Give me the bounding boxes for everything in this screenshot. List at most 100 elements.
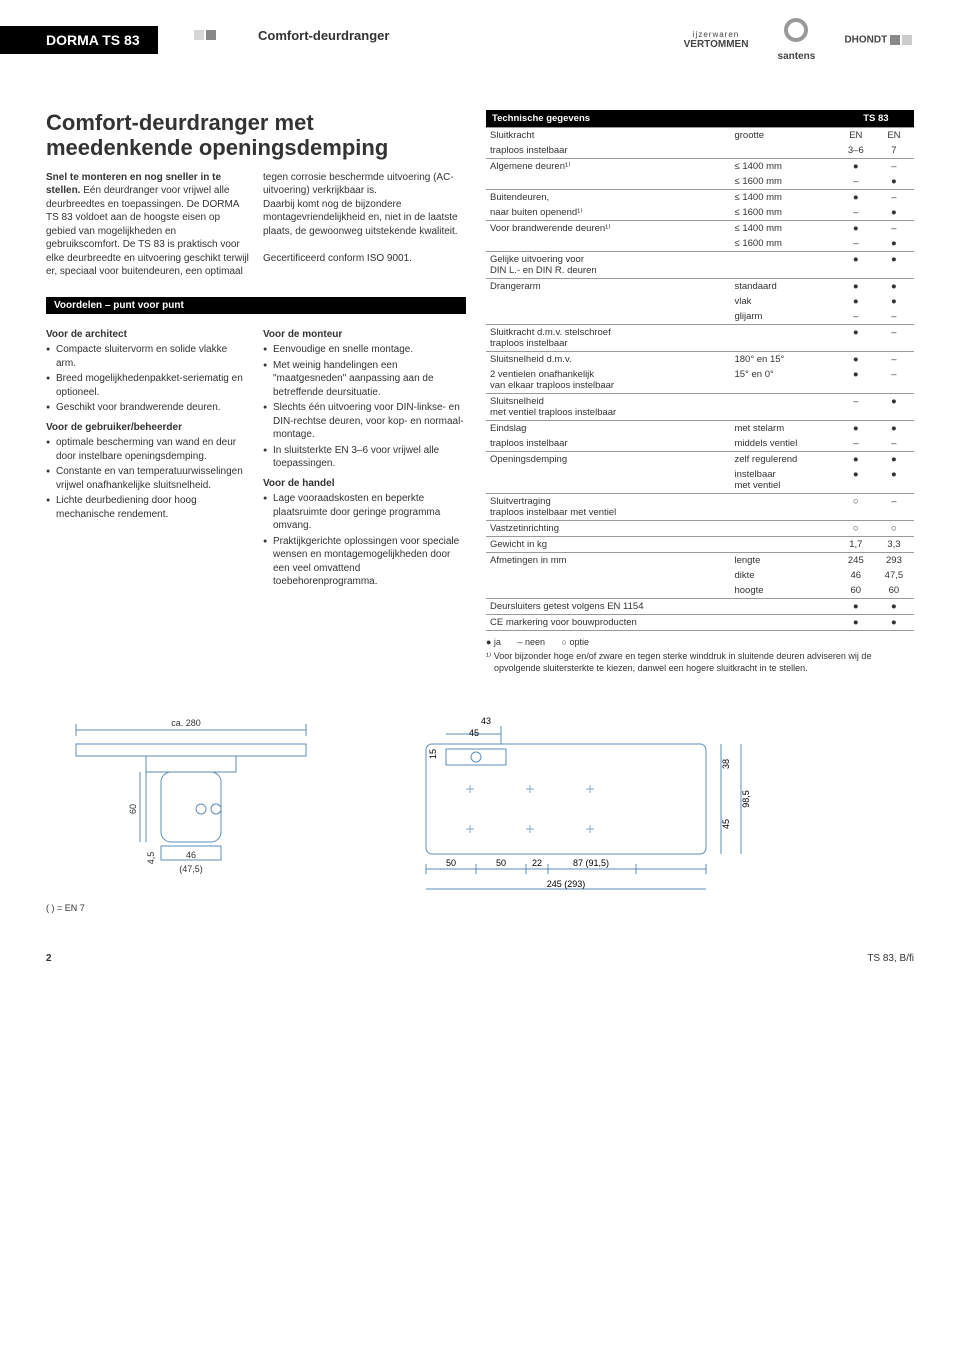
cell xyxy=(730,394,837,421)
table-row: ≤ 1600 mm–● xyxy=(486,174,914,190)
cell: – xyxy=(874,325,914,352)
decor-square-2 xyxy=(206,30,216,40)
cell: lengte xyxy=(730,553,837,569)
list-item: Praktijkgerichte oplossingen voor specia… xyxy=(263,535,466,589)
table-row: Deursluiters getest volgens EN 1154●● xyxy=(486,599,914,615)
cell: ● xyxy=(874,394,914,421)
cell: middels ventiel xyxy=(730,436,837,452)
cell: Deursluiters getest volgens EN 1154 xyxy=(486,599,730,615)
cell: 47,5 xyxy=(874,568,914,583)
cell: traploos instelbaar xyxy=(486,436,730,452)
list-item: Compacte sluitervorm en solide vlakke ar… xyxy=(46,343,249,370)
legend-optie: ○ optie xyxy=(562,637,589,647)
cell: 245 xyxy=(838,553,874,569)
logo-santens: santens xyxy=(776,18,816,62)
cell: 180° en 15° xyxy=(730,352,837,368)
intro-left-text: Snel te monteren en nog sneller in te st… xyxy=(46,172,249,278)
cell: – xyxy=(874,436,914,452)
cell: ● xyxy=(838,421,874,437)
right-column: Technische gegevens TS 83 Sluitkracht gr… xyxy=(486,110,914,674)
legend: ● ja – neen ○ optie xyxy=(486,637,914,647)
cell: Afmetingen in mm xyxy=(486,553,730,569)
th-ts83: TS 83 xyxy=(838,110,914,128)
footnote: ¹⁾ Voor bijzonder hoge en/of zware en te… xyxy=(486,651,914,674)
cell: ● xyxy=(874,279,914,295)
list-item: optimale bescherming van wand en deur do… xyxy=(46,436,249,463)
cell: Drangerarm xyxy=(486,279,730,295)
cell: ○ xyxy=(838,521,874,537)
cell: vlak xyxy=(730,294,837,309)
cell: – xyxy=(874,352,914,368)
table-row: Algemene deuren¹⁾≤ 1400 mm●– xyxy=(486,159,914,175)
cell xyxy=(486,236,730,252)
cell: ● xyxy=(874,467,914,494)
cell: traploos instelbaar xyxy=(486,143,730,159)
cell: naar buiten openend¹⁾ xyxy=(486,205,730,221)
gebruiker-list: optimale bescherming van wand en deur do… xyxy=(46,436,249,521)
decor-square-1 xyxy=(194,30,204,40)
cell: ≤ 1400 mm xyxy=(730,159,837,175)
dim-985: 98,5 xyxy=(741,791,751,809)
table-row: ≤ 1600 mm–● xyxy=(486,236,914,252)
list-item: Lichte deurbediening door hoog mechanisc… xyxy=(46,494,249,521)
logo-dhondt: DHONDT xyxy=(844,33,920,47)
monteur-heading: Voor de monteur xyxy=(263,328,466,342)
cell: ● xyxy=(838,615,874,631)
cell: ≤ 1400 mm xyxy=(730,221,837,237)
left-column: Comfort-deurdranger met meedenkende open… xyxy=(46,110,466,674)
legend-neen: – neen xyxy=(517,637,545,647)
logo-vertommen: ijzerwaren VERTOMMEN xyxy=(684,30,749,50)
cell: – xyxy=(838,236,874,252)
cell: Algemene deuren¹⁾ xyxy=(486,159,730,175)
table-row: Gelijke uitvoering voor DIN L.- en DIN R… xyxy=(486,252,914,279)
cell: EN xyxy=(874,128,914,144)
cell: CE markering voor bouwproducten xyxy=(486,615,730,631)
cell: ● xyxy=(874,452,914,468)
page-number: 2 xyxy=(46,953,52,964)
cell: – xyxy=(874,221,914,237)
list-item: In sluitsterkte EN 3–6 voor vrijwel alle… xyxy=(263,444,466,471)
table-row: dikte4647,5 xyxy=(486,568,914,583)
table-row: CE markering voor bouwproducten ●● xyxy=(486,615,914,631)
diagram-right: 43 45 15 38 45 98,5 50 50 22 87 (91,5) 2… xyxy=(386,714,766,913)
cell xyxy=(486,174,730,190)
cell: – xyxy=(838,436,874,452)
cell: 7 xyxy=(874,143,914,159)
product-bar: DORMA TS 83 xyxy=(0,26,158,54)
table-row: Voor brandwerende deuren¹⁾≤ 1400 mm●– xyxy=(486,221,914,237)
cell: – xyxy=(874,159,914,175)
tech-drawing-right: 43 45 15 38 45 98,5 50 50 22 87 (91,5) 2… xyxy=(386,714,766,904)
logo-santens-text: santens xyxy=(776,51,816,62)
cell: Sluitkracht d.m.v. stelschroef traploos … xyxy=(486,325,730,352)
dhondt-icon xyxy=(890,33,920,47)
cell: – xyxy=(838,394,874,421)
header: DORMA TS 83 Comfort-deurdranger ijzerwar… xyxy=(0,0,960,90)
cell: ● xyxy=(874,615,914,631)
th-title: Technische gegevens xyxy=(486,110,838,128)
cell: – xyxy=(874,494,914,521)
dim-87: 87 (91,5) xyxy=(573,858,609,868)
cell: Buitendeuren, xyxy=(486,190,730,206)
voordelen-col1: Voor de architect Compacte sluitervorm e… xyxy=(46,322,249,591)
table-row: Openingsdempingzelf regulerend●● xyxy=(486,452,914,468)
cell: 3–6 xyxy=(838,143,874,159)
cell: Gewicht in kg xyxy=(486,537,730,553)
cell: ● xyxy=(874,252,914,279)
cell xyxy=(730,494,837,521)
dim-60: 60 xyxy=(128,804,138,814)
table-row: hoogte6060 xyxy=(486,583,914,599)
cell: ≤ 1600 mm xyxy=(730,236,837,252)
cell: ≤ 1400 mm xyxy=(730,190,837,206)
cell: – xyxy=(838,174,874,190)
cell: ● xyxy=(838,325,874,352)
table-row: Sluitsnelheid d.m.v.180° en 15°●– xyxy=(486,352,914,368)
cell: 15° en 0° xyxy=(730,367,837,394)
table-row: instelbaar met ventiel●● xyxy=(486,467,914,494)
cell: ● xyxy=(874,236,914,252)
list-item: Eenvoudige en snelle montage. xyxy=(263,343,466,357)
diagram-left: ca. 280 60 4,5 46 (47,5) ( ) = EN 7 xyxy=(46,714,326,913)
table-row: glijarm–– xyxy=(486,309,914,325)
cell: dikte xyxy=(730,568,837,583)
table-row: Afmetingen in mmlengte245293 xyxy=(486,553,914,569)
table-row: Eindslagmet stelarm●● xyxy=(486,421,914,437)
